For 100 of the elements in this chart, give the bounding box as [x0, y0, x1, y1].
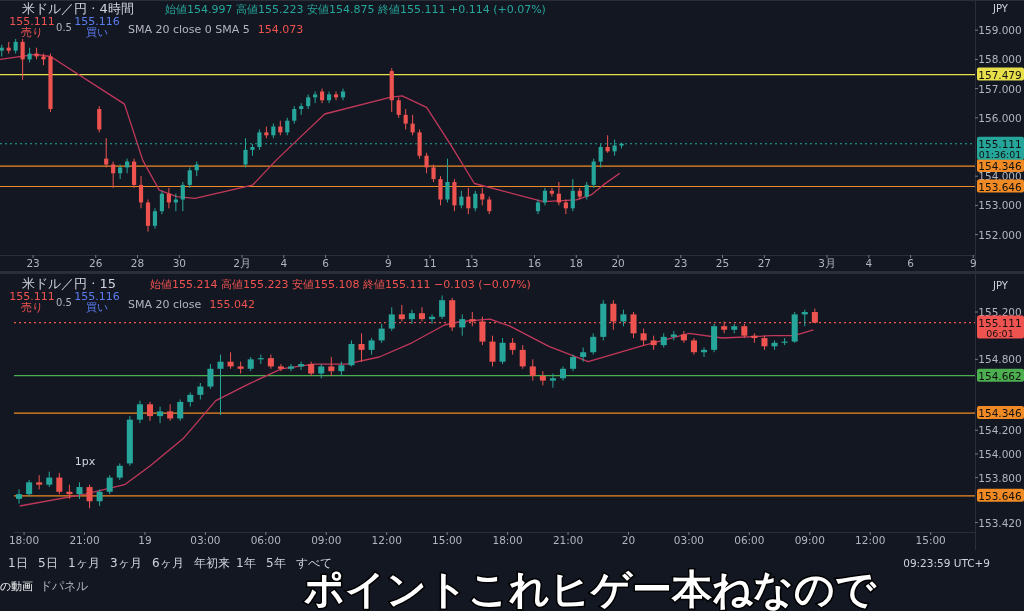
y-tick-label: 153.800	[978, 471, 1022, 484]
ref-line-label: 155.111 01:36:01	[978, 137, 1022, 160]
y-tick-label: 153.000	[978, 199, 1022, 212]
annotation: 米ドル／円 · 15	[22, 276, 116, 291]
candlestick	[519, 344, 526, 370]
x-tick-label: 03:00	[673, 534, 705, 546]
text: 5年	[266, 556, 286, 570]
x-tick-label: 25	[715, 257, 730, 269]
candlestick	[358, 332, 365, 363]
x-tick-label: 28	[130, 257, 145, 269]
annotation: 売り	[21, 26, 43, 38]
annotation: 155.111	[9, 290, 55, 303]
x-tick-label: 23	[674, 257, 688, 269]
text: 1日	[8, 556, 28, 570]
y-tick-label: 154.000	[978, 447, 1022, 460]
text: の動画	[0, 580, 33, 593]
x-tick-label: 11	[423, 257, 437, 269]
text: 1ヶ月	[68, 556, 100, 570]
ref-line-label: 153.646	[978, 180, 1023, 193]
candlestick	[388, 306, 395, 332]
ref-line-label: 154.346	[978, 160, 1023, 173]
y-tick-label: 154.800	[978, 353, 1022, 366]
x-tick-label: 06:00	[250, 534, 281, 546]
text: 3ヶ月	[110, 556, 142, 570]
x-tick-label: 15:00	[915, 534, 946, 546]
annotation: 売り	[21, 301, 43, 313]
annotation: 始値154.997 高値155.223 安値154.875 終値155.111 +0.114 (+0.07%)	[165, 3, 546, 16]
annotation: 155.116	[74, 15, 120, 28]
y-tick-label: 155.200	[978, 306, 1022, 319]
candlestick	[16, 488, 23, 505]
x-tick-label: 27	[757, 257, 772, 269]
x-tick-label: 19	[138, 534, 152, 546]
x-tick-label: 09:00	[311, 534, 342, 546]
candlestick	[590, 332, 597, 356]
candlestick	[539, 370, 546, 386]
annotation: 始値155.214 高値155.223 安値155.108 終値155.111 −0.103 (−0.07%)	[150, 278, 531, 291]
x-tick-label: 03:00	[190, 534, 221, 546]
x-tick-label: 06:00	[734, 534, 765, 546]
text: JPY	[992, 3, 1009, 14]
text: JPY	[992, 280, 1009, 291]
x-tick-label: 12:00	[855, 534, 886, 546]
annotation: 買い	[86, 26, 108, 38]
x-tick-label: 20	[621, 534, 636, 546]
ref-line-label: 157.479	[978, 68, 1022, 81]
y-tick-label: 158.000	[978, 53, 1022, 66]
candlestick	[489, 335, 496, 367]
candlestick	[288, 363, 295, 372]
text: 1年	[236, 556, 256, 570]
candlestick	[680, 330, 687, 344]
annotation: 買い	[86, 301, 108, 313]
y-tick-label: 159.000	[978, 24, 1022, 37]
x-tick-label: 2月	[233, 257, 251, 269]
candlestick	[711, 323, 718, 353]
x-tick-label: 23	[26, 257, 40, 269]
text: 年初来	[194, 556, 230, 570]
x-tick-label: 20	[611, 257, 625, 269]
annotation: 0.5	[56, 297, 72, 308]
x-tick-label: 30	[172, 257, 187, 269]
ref-line-label: 154.346	[978, 407, 1023, 420]
x-tick-label: 16	[527, 257, 542, 269]
y-tick-label: 156.000	[978, 111, 1022, 124]
x-tick-label: 4	[865, 257, 873, 269]
x-tick-label: 18	[569, 257, 583, 269]
candlestick	[408, 309, 415, 325]
annotation: 155.116	[74, 290, 120, 303]
annotation: 155.042	[209, 298, 256, 311]
x-tick-label: 12:00	[371, 534, 402, 546]
annotation: SMA 20 close	[128, 298, 202, 311]
text: 09:23:59 UTC+9	[903, 557, 990, 569]
candlestick	[328, 356, 335, 377]
x-tick-label: 09:00	[794, 534, 825, 546]
candlestick	[418, 306, 425, 322]
y-tick-label: 153.420	[978, 516, 1022, 529]
candlestick	[207, 363, 214, 390]
candlestick	[499, 337, 506, 365]
x-tick-label: 4	[280, 257, 288, 269]
annotation: 0.5	[56, 22, 72, 33]
annotation: 米ドル／円 · 4時間	[22, 1, 134, 16]
x-tick-label: 21:00	[69, 534, 100, 546]
candlestick	[56, 472, 63, 495]
candlestick	[277, 363, 284, 372]
text: ドパネル	[40, 579, 88, 593]
ref-line-label: 153.646	[978, 489, 1023, 502]
y-tick-label: 152.000	[978, 228, 1022, 241]
annotation: 1px	[74, 455, 96, 468]
candlestick	[217, 354, 224, 416]
x-tick-label: 3月	[818, 257, 836, 269]
ref-line-label: 154.662	[978, 369, 1022, 382]
annotation: SMA 20 close 0 SMA 5	[128, 23, 250, 36]
candlestick	[529, 358, 536, 382]
x-tick-label: 6	[322, 257, 330, 269]
candlestick	[177, 399, 184, 422]
ref-line-label: 155.111 06:01	[978, 316, 1022, 339]
x-tick-label: 15:00	[432, 534, 463, 546]
candlestick	[580, 347, 587, 363]
candlestick	[348, 339, 355, 367]
x-tick-label: 13	[465, 257, 479, 269]
candlestick	[167, 403, 174, 422]
text: 5日	[38, 556, 58, 570]
candlestick	[136, 400, 143, 424]
